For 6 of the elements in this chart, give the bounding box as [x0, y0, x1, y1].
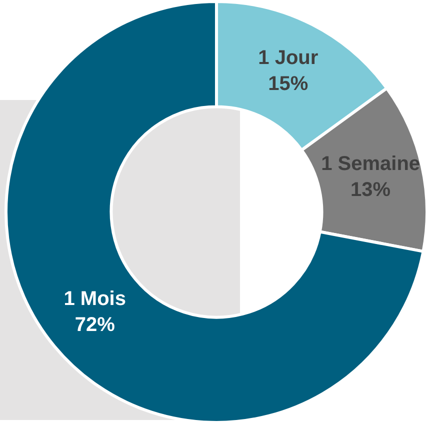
data-label: 15% [268, 72, 308, 95]
data-label: 13% [350, 179, 391, 202]
slice-label: 1 Jour [258, 46, 318, 69]
slice-label: 1 Semaine [321, 153, 420, 176]
slice-label: 1 Mois [64, 288, 126, 310]
data-label: 72% [74, 314, 116, 336]
